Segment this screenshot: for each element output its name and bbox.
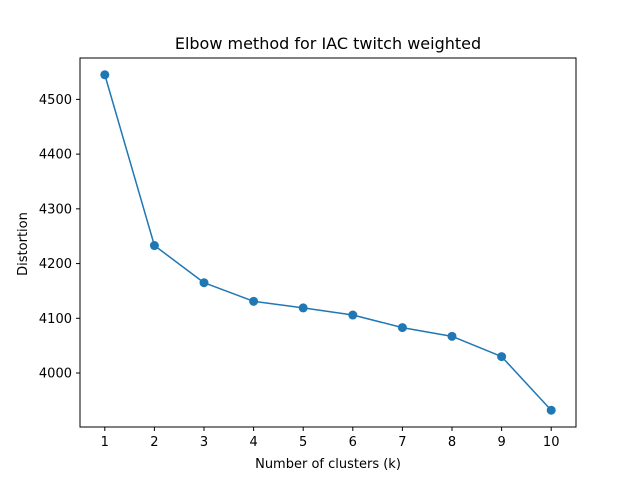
y-tick-label: 4100: [39, 312, 72, 327]
x-tick-label: 4: [249, 435, 257, 450]
x-tick-label: 10: [543, 435, 560, 450]
data-point: [447, 331, 457, 341]
chart-title: Elbow method for IAC twitch weighted: [175, 34, 481, 53]
data-point: [546, 405, 556, 415]
y-tick-label: 4300: [39, 202, 72, 217]
x-tick-label: 2: [150, 435, 158, 450]
x-tick-label: 7: [398, 435, 406, 450]
y-tick-label: 4200: [39, 257, 72, 272]
data-point: [100, 70, 110, 80]
series-line: [104, 74, 552, 411]
x-tick-label: 3: [200, 435, 208, 450]
plot-frame: [79, 57, 577, 428]
plot-area: 1 2 3 4 5 6 7 8 9 10 4000 4100 4200 4300 4400 4500: [39, 57, 577, 450]
x-tick-label: 8: [448, 435, 456, 450]
y-tick-label: 4400: [39, 148, 72, 163]
x-tick-label: 6: [349, 435, 357, 450]
x-axis-label: Number of clusters (k): [255, 457, 401, 472]
data-point: [497, 352, 507, 362]
data-point: [298, 303, 308, 313]
data-point: [199, 278, 209, 288]
data-point: [348, 310, 358, 320]
data-point: [249, 296, 259, 306]
y-tick-label: 4000: [39, 367, 72, 382]
data-point: [149, 241, 159, 251]
y-axis-label: Distortion: [16, 212, 31, 276]
x-tick-label: 1: [101, 435, 109, 450]
y-tick-label: 4500: [39, 93, 72, 108]
x-tick-label: 9: [497, 435, 505, 450]
data-point: [397, 323, 407, 333]
x-tick-label: 5: [299, 435, 307, 450]
